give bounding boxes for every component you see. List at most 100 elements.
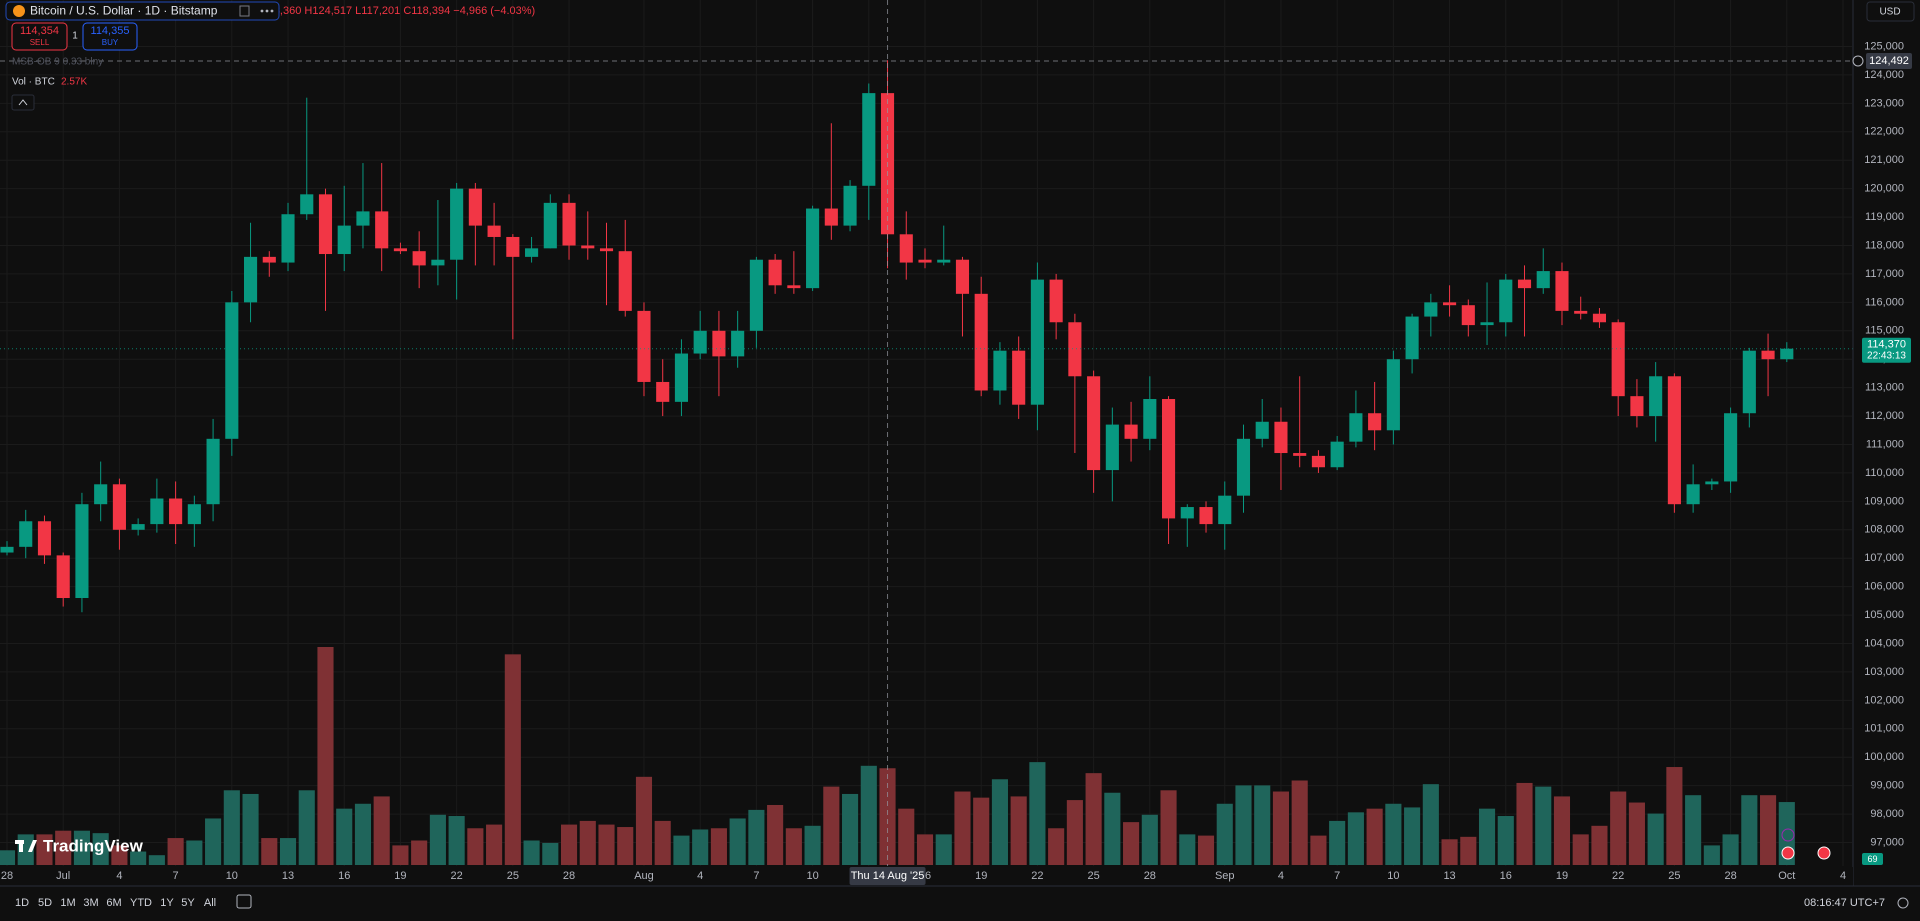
collapse-button[interactable] bbox=[11, 94, 35, 111]
candle-body bbox=[169, 498, 183, 525]
candle-body bbox=[1105, 424, 1119, 471]
volume-bar bbox=[448, 816, 465, 865]
buy-label[interactable]: BUY bbox=[102, 38, 119, 47]
volume-bar bbox=[1478, 808, 1496, 865]
x-tick-label: 28 bbox=[1, 870, 13, 882]
candle-body bbox=[19, 521, 33, 547]
buy-button[interactable] bbox=[82, 22, 138, 51]
currency-button[interactable] bbox=[1866, 1, 1915, 22]
volume-bar bbox=[1628, 802, 1645, 865]
ohlc-close: C118,394 bbox=[403, 5, 450, 17]
sell-label[interactable]: SELL bbox=[30, 38, 50, 47]
volume-bar bbox=[935, 834, 952, 865]
candle-body bbox=[562, 202, 576, 246]
candle-body bbox=[56, 555, 70, 599]
volume-bar bbox=[1329, 820, 1346, 865]
candle-body bbox=[131, 524, 145, 530]
volume-bar bbox=[1029, 762, 1046, 865]
candle-body bbox=[1461, 305, 1475, 326]
volume-bar bbox=[1123, 822, 1140, 865]
range-button[interactable]: 1Y bbox=[160, 897, 174, 909]
volume-bar bbox=[1722, 834, 1739, 865]
volume-bar bbox=[879, 768, 896, 865]
candle-body bbox=[843, 185, 857, 226]
volume-bar bbox=[1404, 807, 1421, 865]
candle-body bbox=[1349, 413, 1363, 442]
x-tick-label: 4 bbox=[1278, 870, 1284, 882]
candle-body bbox=[1443, 302, 1457, 306]
volume-bar bbox=[130, 851, 147, 865]
candle-body bbox=[862, 93, 876, 186]
volume-bar bbox=[223, 790, 240, 865]
volume-bar bbox=[1460, 836, 1477, 865]
candle-body bbox=[281, 214, 295, 263]
buy-price[interactable]: 114,355 bbox=[91, 25, 130, 37]
range-button[interactable]: 1M bbox=[60, 897, 75, 909]
volume-bar bbox=[635, 776, 653, 865]
event-icon[interactable] bbox=[1781, 828, 1795, 842]
candle-body bbox=[1386, 359, 1400, 431]
sell-button[interactable] bbox=[11, 22, 68, 51]
quantity[interactable]: 1 bbox=[72, 31, 78, 42]
symbol-pill[interactable] bbox=[5, 1, 280, 21]
volume-bar bbox=[73, 830, 90, 865]
volume-bar bbox=[1647, 813, 1664, 865]
volume-bar bbox=[92, 833, 109, 865]
candle-body bbox=[1705, 481, 1719, 485]
more-dot[interactable] bbox=[260, 9, 264, 13]
range-button[interactable]: 1D bbox=[15, 897, 29, 909]
candle-body bbox=[1517, 279, 1532, 289]
range-button[interactable]: 6M bbox=[106, 897, 121, 909]
symbol-title[interactable]: Bitcoin / U.S. Dollar · 1D · Bitstamp bbox=[30, 4, 218, 18]
y-tick-label: 121,000 bbox=[1864, 154, 1904, 166]
candle-body bbox=[1405, 316, 1419, 360]
ohlc-low: L117,201 bbox=[355, 5, 400, 17]
candle-body bbox=[1180, 507, 1194, 519]
candle-body bbox=[993, 350, 1007, 391]
range-button[interactable]: 5D bbox=[38, 897, 52, 909]
logo-text: TradingView bbox=[43, 836, 144, 855]
date-range-icon[interactable] bbox=[236, 894, 252, 909]
candle-body bbox=[1218, 495, 1232, 525]
crosshair-add-icon[interactable] bbox=[1852, 55, 1864, 67]
range-button[interactable]: All bbox=[204, 897, 216, 909]
candle-body bbox=[768, 259, 782, 286]
volume-bar bbox=[1048, 828, 1065, 865]
more-dot[interactable] bbox=[265, 9, 269, 13]
sell-price[interactable]: 114,354 bbox=[20, 25, 59, 37]
y-tick-label: 104,000 bbox=[1864, 637, 1904, 649]
range-button[interactable]: YTD bbox=[130, 897, 152, 909]
event-icon[interactable] bbox=[1817, 846, 1831, 860]
volume-bar bbox=[748, 809, 765, 865]
y-tick-label: 109,000 bbox=[1864, 495, 1904, 507]
flag-icon[interactable] bbox=[239, 5, 250, 17]
volume-bar bbox=[1441, 839, 1458, 865]
volume-bar bbox=[804, 825, 821, 865]
indicator-label: MSB-OB 9 0.33 blny bbox=[12, 57, 103, 68]
event-icon[interactable] bbox=[1781, 846, 1795, 860]
volume-bar bbox=[148, 855, 165, 865]
volume-bar bbox=[486, 824, 503, 865]
candle-body bbox=[1330, 441, 1344, 468]
volume-bar bbox=[373, 796, 390, 865]
candle-body bbox=[693, 330, 707, 354]
candle-body bbox=[599, 248, 614, 252]
candle-body bbox=[899, 234, 913, 263]
candle-body bbox=[1611, 322, 1625, 397]
volume-bar bbox=[1197, 835, 1215, 865]
range-button[interactable]: 3M bbox=[83, 897, 98, 909]
x-tick-label: 28 bbox=[1724, 870, 1736, 882]
candle-body bbox=[431, 259, 445, 266]
candle-body bbox=[1574, 310, 1588, 314]
range-button[interactable]: 5Y bbox=[181, 897, 195, 909]
currency[interactable]: USD bbox=[1879, 7, 1900, 18]
volume-bar bbox=[1610, 791, 1627, 865]
candle-body bbox=[712, 330, 726, 357]
y-tick-label: 110,000 bbox=[1865, 467, 1904, 479]
more-dot[interactable] bbox=[270, 9, 274, 13]
settings-icon[interactable] bbox=[1897, 897, 1909, 909]
volume-bar bbox=[842, 793, 859, 865]
y-tick-label: 115,000 bbox=[1865, 325, 1904, 337]
